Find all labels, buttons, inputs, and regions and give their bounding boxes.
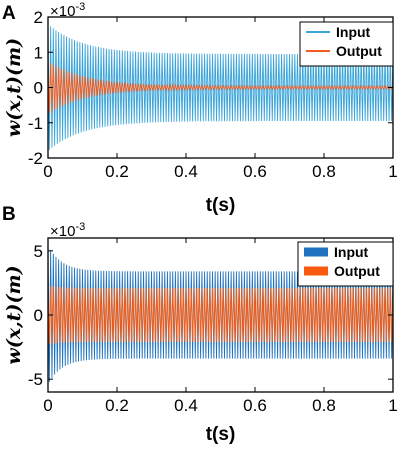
y-tick-label: 0 [34,306,43,325]
legend-entry-input: Input [334,244,369,260]
y-tick-label: -2 [28,149,43,168]
y-tick-label: -5 [28,370,43,389]
y-tick-label: 5 [34,242,43,261]
x-tick-label: 0.2 [105,162,129,181]
y-axis-label: w(x,t)(m) [3,38,25,137]
y-tick-label: 2 [34,8,43,27]
y-axis-exponent: ×10-3 [50,221,85,240]
y-tick-label: 1 [34,43,43,62]
x-tick-label: 0 [43,162,52,181]
x-axis-label: t(s) [206,195,236,216]
legend-entry-input: Input [336,24,371,40]
legend-entry-output: Output [336,43,382,59]
y-axis-exponent: ×10-3 [50,1,85,20]
x-tick-label: 0.8 [312,396,336,415]
x-tick-label: 0.8 [312,162,336,181]
x-tick-label: 0 [43,396,52,415]
legend-entry-output: Output [334,263,380,279]
legend-box [299,21,394,67]
x-tick-label: 0.6 [243,396,267,415]
x-tick-label: 0.2 [105,396,129,415]
panel-label-a: A [2,3,16,24]
x-tick-label: 0.4 [174,162,198,181]
y-axis-label: w(x,t)(m) [3,265,25,364]
panel-label-b: B [2,204,16,225]
y-tick-label: 0 [34,79,43,98]
series-line-input-panel-a [47,24,394,150]
x-tick-label: 0.4 [174,396,198,415]
y-tick-label: -1 [28,114,43,133]
x-axis-label: t(s) [206,424,236,445]
x-tick-label: 1 [388,162,397,181]
x-tick-label: 0.6 [243,162,267,181]
series-line-output-panel-a [47,61,394,114]
x-tick-label: 1 [388,396,397,415]
series-line-output-panel-b [47,285,394,345]
